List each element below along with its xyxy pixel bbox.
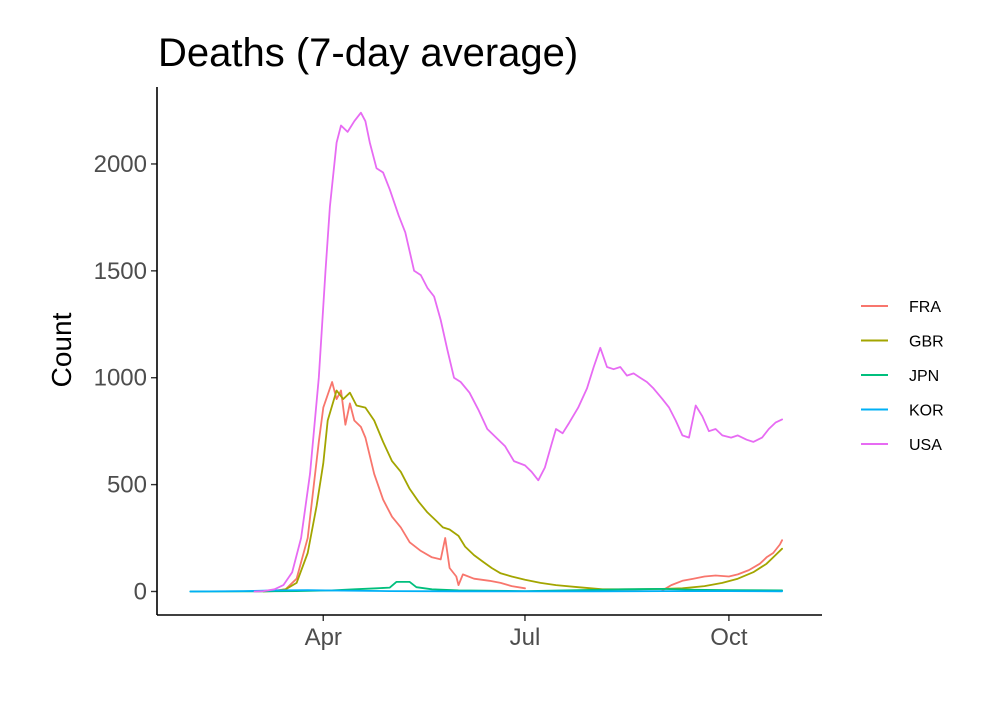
x-tick-label: Oct — [710, 624, 748, 651]
legend-label-kor: KOR — [909, 403, 944, 420]
legend: FRA GBR JPN KOR USA — [861, 299, 944, 454]
x-axis-ticks: Apr Jul Oct — [305, 615, 748, 651]
y-axis-ticks: 0 500 1000 1500 2000 — [94, 151, 157, 605]
y-tick-label: 2000 — [94, 151, 147, 178]
y-tick-label: 500 — [107, 472, 147, 499]
series-line-usa — [253, 111, 783, 593]
legend-label-usa: USA — [909, 437, 942, 454]
legend-label-jpn: JPN — [909, 368, 939, 385]
legend-label-fra: FRA — [909, 299, 941, 316]
series-line-fra — [253, 381, 526, 593]
plot-area — [189, 111, 783, 593]
x-tick-label: Apr — [305, 624, 342, 651]
y-tick-label: 1000 — [94, 365, 147, 392]
x-tick-label: Jul — [510, 624, 541, 651]
series-line-fra-late — [661, 539, 783, 592]
chart-title: Deaths (7-day average) — [158, 31, 578, 75]
y-axis-label: Count — [46, 312, 77, 387]
y-tick-label: 0 — [134, 578, 147, 605]
legend-label-gbr: GBR — [909, 334, 944, 351]
y-tick-label: 1500 — [94, 258, 147, 285]
